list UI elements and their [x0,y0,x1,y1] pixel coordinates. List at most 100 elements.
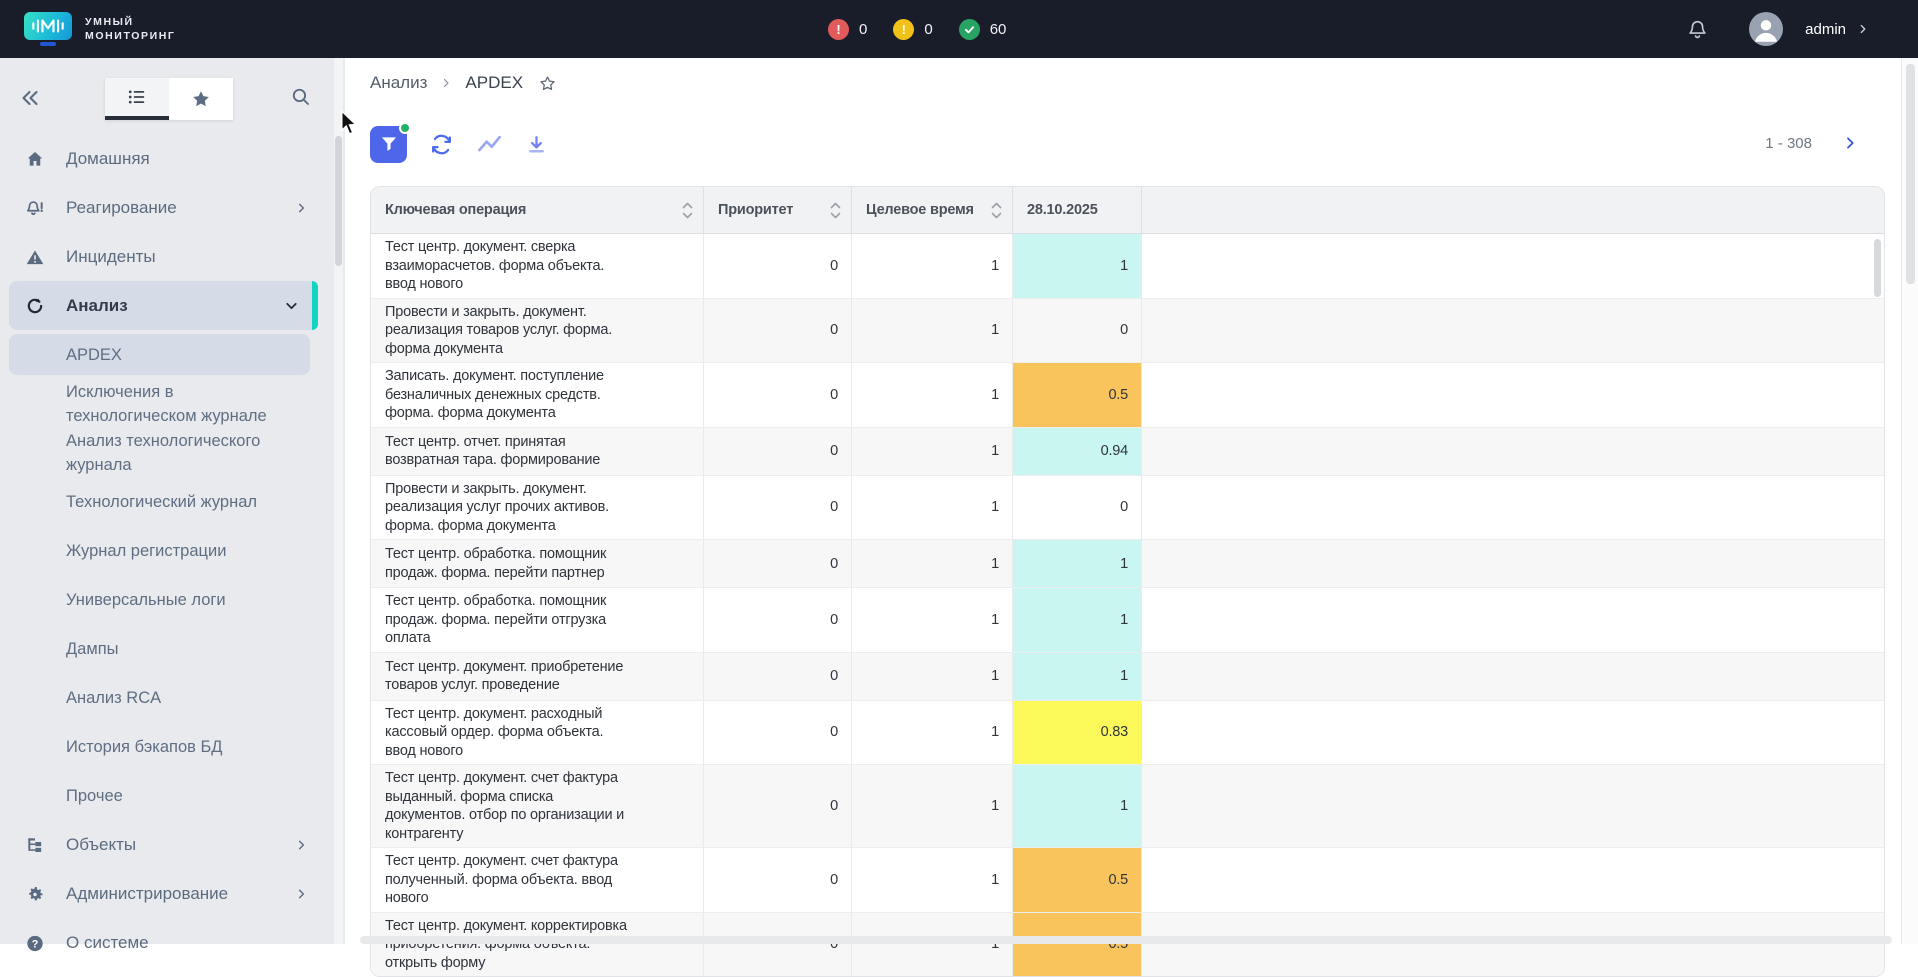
sidebar-scrollbar-thumb[interactable] [335,136,342,266]
user-name: admin [1805,21,1846,38]
sidebar-item-response[interactable]: Реагирование [0,183,333,232]
table-vertical-scrollbar[interactable] [1874,239,1881,297]
refresh-icon [429,132,454,157]
column-header-2[interactable]: Приоритет [704,187,852,233]
cell-filler [1142,701,1884,765]
table-row[interactable]: Провести и закрыть. документ. реализация… [371,298,1884,363]
cell-priority: 0 [704,234,852,298]
sidebar-item-objects[interactable]: Объекты [0,820,333,869]
table-row[interactable]: Тест центр. документ. расходный кассовый… [371,700,1884,765]
cell-operation: Провести и закрыть. документ. реализация… [371,476,704,540]
table-row[interactable]: Тест центр. обработка. помощник продаж. … [371,539,1884,587]
pagination-next-button[interactable] [1842,135,1858,151]
cell-target-time: 1 [852,765,1013,847]
sidebar-item-about[interactable]: ?О системе [0,918,333,967]
status-warning[interactable]: ! 0 [893,19,932,40]
favorite-star-icon[interactable] [538,74,557,93]
table-row[interactable]: Тест центр. отчет. принятая возвратная т… [371,427,1884,475]
cell-filler [1142,299,1884,363]
sidebar-subitem-tj-exceptions[interactable]: Исключения в технологическом журнале [0,379,333,428]
table-row[interactable]: Тест центр. документ. счет фактура получ… [371,847,1884,912]
sidebar-item-label: История бэкапов БД [66,735,222,759]
sidebar-subitem-db-backup-history[interactable]: История бэкапов БД [0,722,333,771]
sort-arrows-icon[interactable] [822,202,841,219]
cell-target-time: 1 [852,913,1013,977]
refresh-button[interactable] [429,132,454,157]
home-icon [25,149,45,169]
sidebar-subitem-other[interactable]: Прочее [0,771,333,820]
sidebar-item-label: Реагирование [66,196,177,220]
table-row[interactable]: Записать. документ. поступление безналич… [371,362,1884,427]
table-row[interactable]: Тест центр. документ. счет фактура выдан… [371,764,1884,847]
sidebar-scrollbar[interactable] [334,58,343,944]
notifications-bell-icon[interactable] [1686,18,1709,41]
sidebar-item-label: Анализ технологического журнала [66,429,284,477]
column-label: 28.10.2025 [1027,202,1098,218]
tab-favorites[interactable] [169,78,233,120]
user-avatar[interactable] [1749,12,1783,46]
column-header-3[interactable]: Целевое время [852,187,1013,233]
cell-priority: 0 [704,540,852,587]
sidebar-subitem-dumps[interactable]: Дампы [0,624,333,673]
user-menu[interactable]: admin [1805,21,1870,38]
sidebar-subitem-rca-analysis[interactable]: Анализ RCA [0,673,333,722]
cell-priority: 0 [704,363,852,427]
page-scrollbar-thumb[interactable] [1906,64,1915,284]
cell-target-time: 1 [852,701,1013,765]
cell-target-time: 1 [852,234,1013,298]
toolbar [370,124,548,164]
sidebar-item-administration[interactable]: Администрирование [0,869,333,918]
app-logo[interactable]: УМНЫЙ МОНИТОРИНГ [24,0,175,58]
cell-operation: Провести и закрыть. документ. реализация… [371,299,704,363]
sidebar-subitem-tech-journal[interactable]: Технологический журнал [0,477,333,526]
sidebar-item-analysis[interactable]: Анализ [9,281,318,330]
status-critical[interactable]: ! 0 [828,19,867,40]
sidebar-item-label: Дампы [66,637,119,661]
cell-priority: 0 [704,588,852,652]
sidebar-item-incidents[interactable]: Инциденты [0,232,333,281]
cell-target-time: 1 [852,540,1013,587]
filter-button[interactable] [370,126,407,163]
table-row[interactable]: Провести и закрыть. документ. реализация… [371,475,1884,540]
trend-chart-button[interactable] [476,131,503,158]
cell-filler [1142,913,1884,977]
sidebar-subitem-registration-journal[interactable]: Журнал регистрации [0,526,333,575]
cell-apdex-value: 0.5 [1013,848,1142,912]
critical-count: 0 [859,21,867,38]
sidebar-subitem-tj-analysis[interactable]: Анализ технологического журнала [0,428,333,477]
download-button[interactable] [525,133,548,156]
cell-apdex-value: 0 [1013,476,1142,540]
sidebar-item-label: Инциденты [66,245,156,269]
sidebar-subitem-apdex[interactable]: APDEX [9,334,310,375]
sort-arrows-icon[interactable] [674,202,693,219]
sidebar-collapse-button[interactable] [18,86,42,115]
app-title-line1: УМНЫЙ [85,16,175,28]
sidebar-item-label: Технологический журнал [66,490,257,514]
chevron-right-icon [1842,135,1858,151]
sort-arrows-icon[interactable] [983,202,1002,219]
pagination: 1 - 308 [1765,128,1858,158]
breadcrumb-parent[interactable]: Анализ [370,73,427,93]
double-chevron-left-icon [18,86,42,110]
breadcrumb-current[interactable]: APDEX [465,73,523,93]
table-row[interactable]: Тест центр. обработка. помощник продаж. … [371,587,1884,652]
tab-menu[interactable] [105,78,169,120]
page-scrollbar[interactable] [1901,58,1918,944]
question-icon: ? [25,933,45,953]
ok-count: 60 [990,21,1007,38]
sidebar-subitem-universal-logs[interactable]: Универсальные логи [0,575,333,624]
sidebar-search-icon[interactable] [290,86,312,113]
cell-operation: Тест центр. документ. сверка взаиморасче… [371,234,704,298]
column-header-filler [1142,187,1884,233]
cell-priority: 0 [704,299,852,363]
table-row[interactable]: Тест центр. документ. сверка взаиморасче… [371,234,1884,298]
column-header-1[interactable]: Ключевая операция [371,187,704,233]
table-horizontal-scrollbar[interactable] [360,936,1892,944]
gear-icon [25,884,45,904]
cell-operation: Тест центр. документ. корректировка прио… [371,913,704,977]
sidebar-item-home[interactable]: Домашняя [0,134,333,183]
table-row[interactable]: Тест центр. документ. приобретение товар… [371,652,1884,700]
status-ok[interactable]: 60 [959,19,1007,40]
column-label: Приоритет [718,202,793,218]
cell-operation: Тест центр. документ. счет фактура получ… [371,848,704,912]
